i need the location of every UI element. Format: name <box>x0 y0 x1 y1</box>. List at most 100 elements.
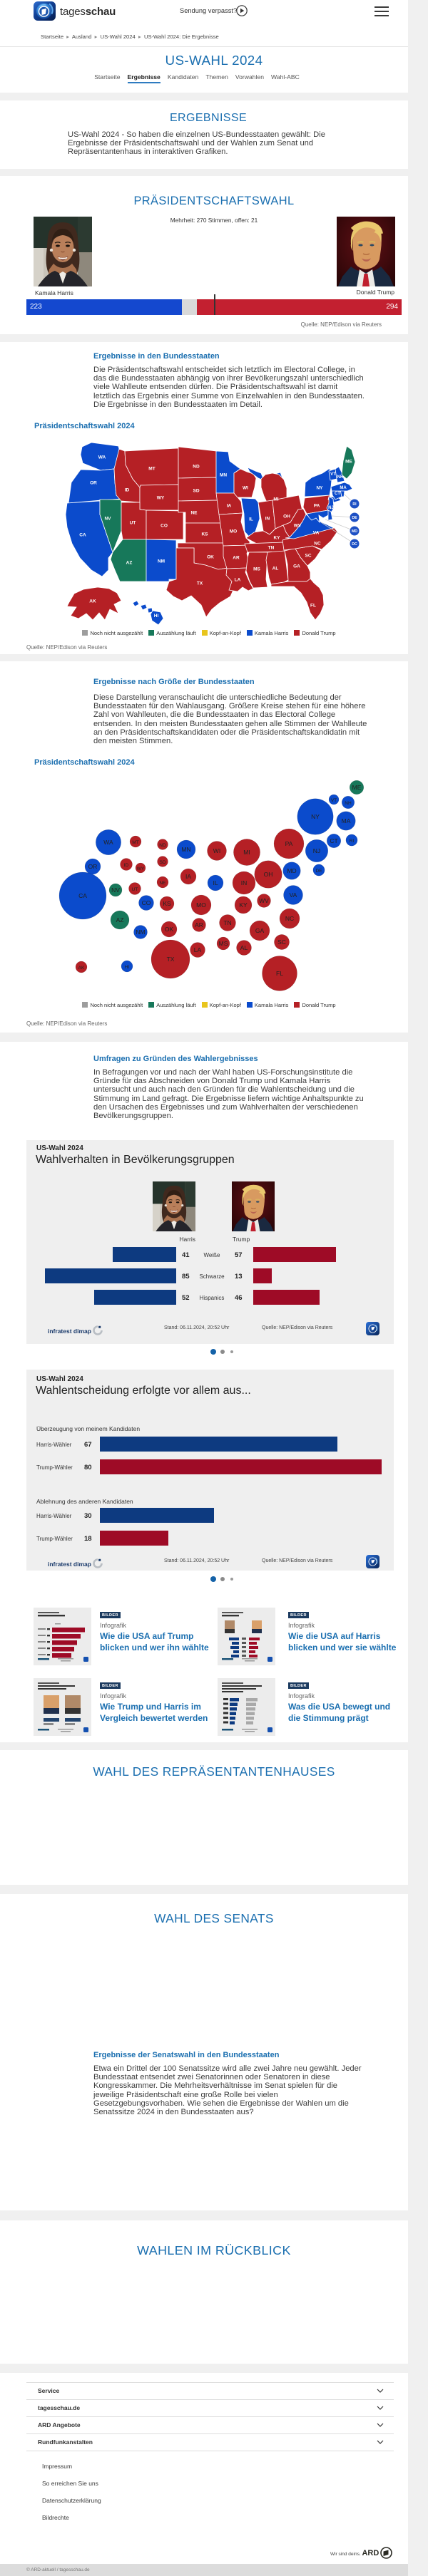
svg-text:NC: NC <box>314 541 321 546</box>
svg-text:WY: WY <box>137 867 145 871</box>
svg-text:AL: AL <box>272 566 279 571</box>
svg-text:SD: SD <box>159 860 165 865</box>
svg-text:WV: WV <box>294 523 302 528</box>
svg-text:FL: FL <box>310 603 316 608</box>
svg-text:WI: WI <box>213 847 220 854</box>
svg-text:NH: NH <box>337 475 344 480</box>
svg-text:TN: TN <box>223 919 231 926</box>
svg-text:TX: TX <box>197 581 203 586</box>
svg-text:CT: CT <box>330 837 337 844</box>
svg-text:TX: TX <box>167 956 175 963</box>
svg-text:WI: WI <box>243 485 248 490</box>
svg-text:PA: PA <box>314 503 320 508</box>
svg-text:LA: LA <box>194 946 202 953</box>
svg-text:GA: GA <box>293 564 300 569</box>
svg-text:MI: MI <box>243 849 250 856</box>
svg-text:VA: VA <box>313 530 320 535</box>
svg-text:OH: OH <box>264 871 273 878</box>
svg-text:IN: IN <box>265 516 270 521</box>
svg-text:WA: WA <box>98 455 106 460</box>
svg-text:ND: ND <box>159 843 166 848</box>
svg-text:MA: MA <box>340 486 347 490</box>
svg-text:KS: KS <box>163 900 171 907</box>
svg-text:KY: KY <box>273 535 280 540</box>
svg-text:AR: AR <box>195 921 203 929</box>
svg-text:OR: OR <box>88 863 98 870</box>
svg-text:NH: NH <box>345 801 352 806</box>
svg-text:SC: SC <box>305 553 311 558</box>
svg-text:ME: ME <box>352 784 362 791</box>
svg-text:RI: RI <box>352 502 357 507</box>
svg-text:IL: IL <box>213 879 218 886</box>
svg-text:ME: ME <box>345 459 352 464</box>
svg-text:DC: DC <box>352 542 357 547</box>
svg-text:MO: MO <box>196 901 206 909</box>
svg-text:AZ: AZ <box>126 560 133 565</box>
svg-text:MT: MT <box>132 840 138 845</box>
svg-text:OR: OR <box>90 480 97 485</box>
svg-text:MN: MN <box>181 846 190 853</box>
svg-text:NV: NV <box>111 886 120 894</box>
svg-text:RI: RI <box>350 839 355 844</box>
svg-text:NJ: NJ <box>328 506 334 510</box>
svg-text:WA: WA <box>103 839 113 846</box>
svg-text:ID: ID <box>125 487 130 492</box>
svg-text:NE: NE <box>190 510 198 515</box>
svg-text:IL: IL <box>249 517 253 522</box>
svg-text:NM: NM <box>136 929 145 936</box>
svg-text:NY: NY <box>311 813 320 820</box>
svg-text:FL: FL <box>276 970 283 977</box>
svg-text:CA: CA <box>78 892 87 899</box>
svg-text:UT: UT <box>130 520 136 525</box>
svg-text:MN: MN <box>220 472 227 477</box>
svg-text:HI: HI <box>154 614 159 619</box>
svg-text:NJ: NJ <box>313 847 320 854</box>
svg-text:TN: TN <box>268 545 275 550</box>
svg-text:MD: MD <box>287 867 296 874</box>
svg-text:MA: MA <box>342 817 351 824</box>
svg-text:IA: IA <box>185 873 191 880</box>
svg-text:VT: VT <box>330 472 336 477</box>
svg-text:DE: DE <box>315 869 322 874</box>
svg-text:SD: SD <box>193 488 199 493</box>
svg-text:KS: KS <box>201 532 208 537</box>
svg-text:NY: NY <box>316 485 323 490</box>
svg-text:ND: ND <box>193 464 200 469</box>
svg-text:CT: CT <box>335 492 340 496</box>
svg-text:AR: AR <box>233 555 240 560</box>
svg-text:MS: MS <box>219 940 228 947</box>
svg-text:VT: VT <box>331 798 337 803</box>
svg-text:ID: ID <box>124 863 129 868</box>
svg-text:MD: MD <box>352 529 357 534</box>
svg-text:AK: AK <box>78 966 85 971</box>
svg-text:MS: MS <box>253 567 260 571</box>
svg-text:OH: OH <box>283 514 290 519</box>
svg-text:NE: NE <box>159 881 166 886</box>
svg-text:CO: CO <box>142 899 151 906</box>
svg-text:MT: MT <box>148 466 155 471</box>
svg-text:UT: UT <box>132 887 138 892</box>
svg-text:LA: LA <box>235 577 241 582</box>
svg-text:OK: OK <box>165 926 174 933</box>
svg-text:NM: NM <box>158 559 165 564</box>
svg-text:CA: CA <box>79 532 86 537</box>
svg-text:PA: PA <box>285 840 293 847</box>
svg-text:WY: WY <box>157 495 165 500</box>
svg-text:WV: WV <box>259 897 269 904</box>
svg-text:DE: DE <box>352 516 357 520</box>
svg-text:GA: GA <box>255 927 265 934</box>
svg-text:MO: MO <box>230 529 237 534</box>
svg-text:VA: VA <box>290 891 297 899</box>
svg-text:NV: NV <box>104 516 111 521</box>
svg-text:IA: IA <box>227 503 232 508</box>
svg-text:KY: KY <box>239 901 248 909</box>
svg-text:AZ: AZ <box>116 916 124 924</box>
svg-text:OK: OK <box>207 554 214 559</box>
svg-text:IN: IN <box>241 879 248 886</box>
svg-text:NC: NC <box>285 915 294 922</box>
svg-text:MI: MI <box>273 497 278 502</box>
svg-text:AL: AL <box>240 944 248 951</box>
svg-text:HI: HI <box>125 965 130 970</box>
svg-text:SC: SC <box>277 938 286 946</box>
svg-text:AK: AK <box>89 599 96 604</box>
